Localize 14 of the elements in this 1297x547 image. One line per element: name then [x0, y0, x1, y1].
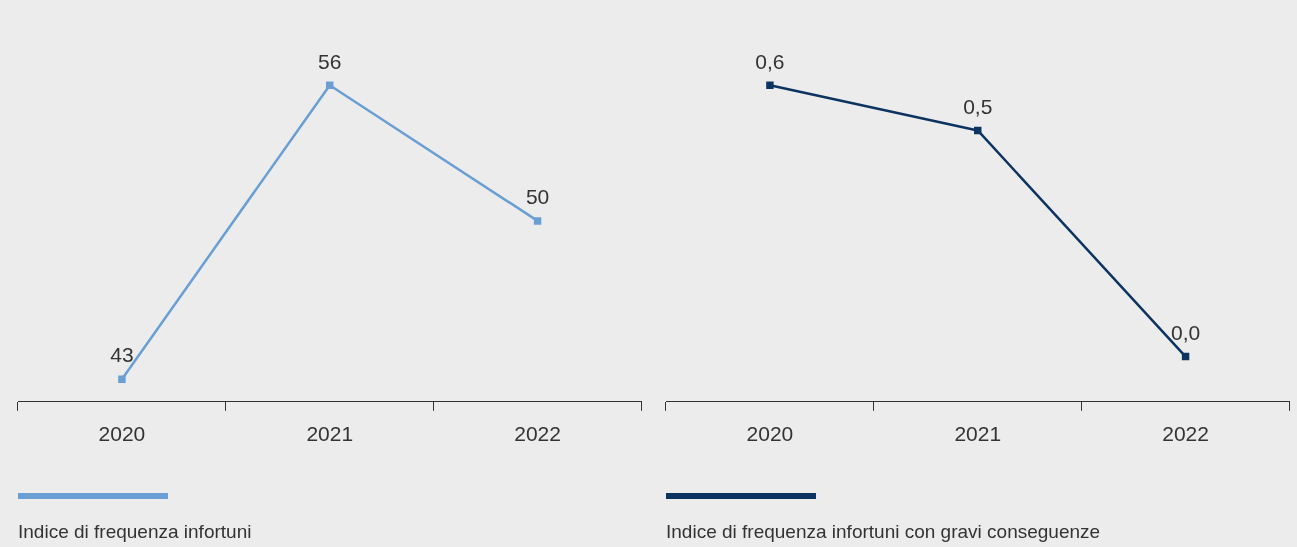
- text: Indice di frequenza infortuni con gravi conseguenze: [666, 521, 1101, 543]
- text: Indice di frequenza infortuni: [18, 521, 252, 543]
- x-tick-label: 2022: [514, 422, 561, 446]
- data-label: 43: [110, 343, 134, 367]
- x-tick-label: 2020: [746, 422, 794, 446]
- data-label: 0,0: [1170, 320, 1201, 344]
- x-tick-label: 2020: [98, 422, 146, 446]
- x-tick-label: 2021: [306, 422, 354, 446]
- data-label: 0,6: [755, 49, 785, 73]
- x-tick-label: 2021: [954, 422, 1002, 446]
- data-label: 50: [525, 185, 550, 209]
- data-label: 56: [318, 49, 342, 73]
- x-tick-label: 2022: [1162, 422, 1209, 446]
- data-label: 0,5: [963, 94, 993, 118]
